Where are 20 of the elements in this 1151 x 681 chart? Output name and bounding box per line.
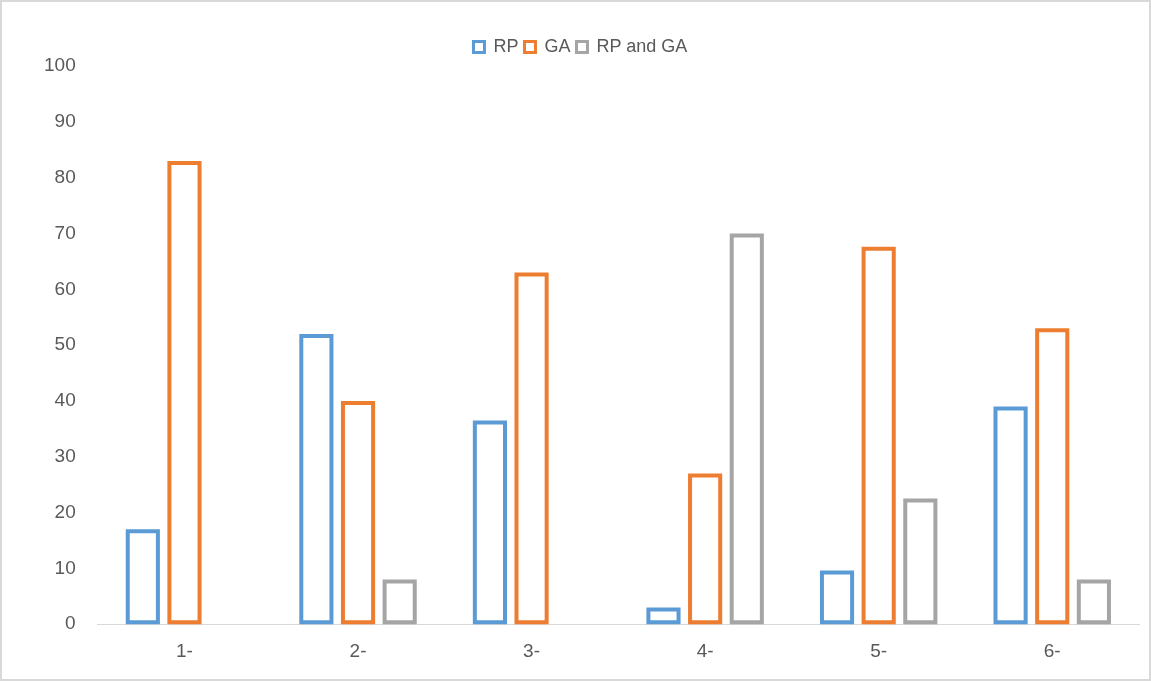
y-tick-label: 0 [65, 612, 76, 634]
legend-label: RP and GA [596, 35, 688, 56]
y-tick-label: 50 [54, 333, 76, 355]
y-tick-label: 80 [54, 165, 76, 187]
legend-label: RP [493, 35, 519, 56]
y-tick-label: 90 [54, 110, 76, 132]
x-tick-label: 3- [523, 639, 541, 661]
x-tick-label: 1- [176, 639, 193, 661]
y-tick-label: 30 [54, 444, 76, 466]
legend-label: GA [544, 35, 571, 56]
y-tick-label: 40 [54, 389, 76, 411]
x-tick-label: 5- [870, 639, 888, 661]
y-tick-label: 100 [44, 54, 76, 76]
x-tick-label: 2- [349, 639, 367, 661]
y-tick-label: 70 [54, 221, 76, 243]
y-tick-label: 60 [54, 277, 76, 299]
x-tick-label: 6- [1043, 639, 1061, 661]
y-tick-label: 20 [54, 500, 76, 522]
y-tick-label: 10 [54, 556, 76, 578]
x-tick-label: 4- [696, 639, 714, 661]
